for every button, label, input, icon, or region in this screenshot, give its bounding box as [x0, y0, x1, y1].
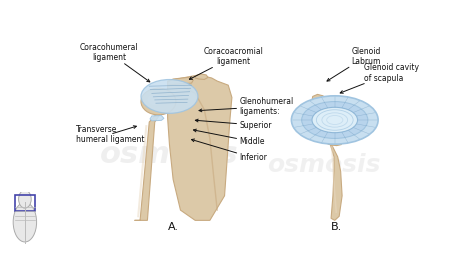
Text: B.: B.	[331, 222, 342, 232]
Polygon shape	[328, 139, 341, 146]
Ellipse shape	[141, 80, 198, 113]
Ellipse shape	[13, 202, 36, 242]
Polygon shape	[312, 94, 325, 104]
Polygon shape	[135, 114, 160, 220]
Text: osmosis: osmosis	[100, 140, 239, 169]
Polygon shape	[150, 115, 164, 121]
Text: Superior: Superior	[195, 119, 272, 130]
Ellipse shape	[141, 88, 176, 115]
Text: Inferior: Inferior	[191, 139, 267, 162]
Polygon shape	[168, 75, 232, 220]
Circle shape	[18, 190, 31, 208]
Circle shape	[312, 107, 357, 133]
Text: Glenoid
Labrum: Glenoid Labrum	[327, 47, 381, 81]
Polygon shape	[328, 144, 342, 220]
Text: A.: A.	[168, 222, 179, 232]
Ellipse shape	[147, 94, 162, 105]
Circle shape	[301, 102, 368, 138]
Text: Transverse
humeral ligament: Transverse humeral ligament	[76, 125, 144, 144]
Text: Glenohumeral
ligaments:: Glenohumeral ligaments:	[199, 97, 293, 117]
Text: Glenoid cavity
of scapula: Glenoid cavity of scapula	[340, 63, 419, 93]
Polygon shape	[168, 77, 193, 85]
Circle shape	[292, 96, 378, 144]
Text: osmosis: osmosis	[267, 153, 381, 177]
Text: Coracoacromial
ligament: Coracoacromial ligament	[190, 47, 264, 79]
Text: Middle: Middle	[193, 129, 265, 146]
Polygon shape	[195, 74, 208, 80]
Text: Coracohumeral
ligament: Coracohumeral ligament	[80, 43, 150, 82]
